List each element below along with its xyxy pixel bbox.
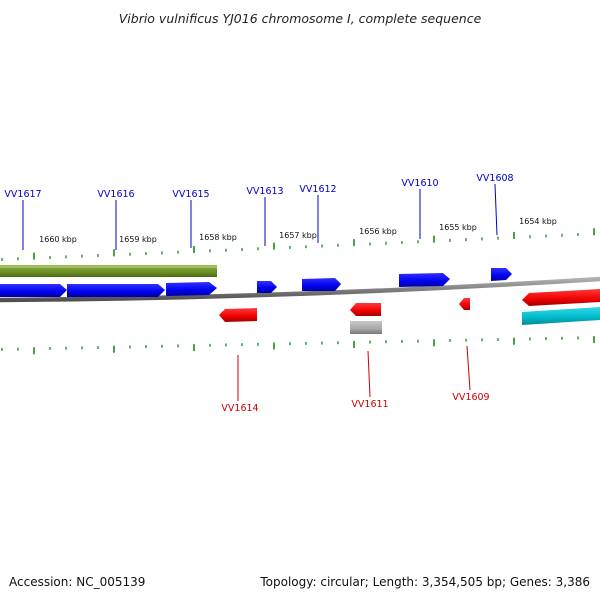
gene-label-VV1608[interactable]: VV1608	[476, 173, 513, 184]
gene-label-VV1614[interactable]: VV1614	[221, 403, 258, 414]
gene-label-VV1613[interactable]: VV1613	[246, 186, 283, 197]
gene-VV1616[interactable]	[67, 284, 165, 297]
gene-VV1612[interactable]	[302, 278, 341, 291]
gene-VV1615[interactable]	[166, 282, 217, 296]
topology-summary: Topology: circular; Length: 3,354,505 bp…	[259, 575, 590, 589]
forward-leader-lines	[22, 183, 498, 250]
ruler-label: 1654 kbp	[519, 217, 557, 226]
ruler-label: 1655 kbp	[439, 223, 477, 232]
gene-VV1613[interactable]	[257, 281, 277, 293]
reverse-leader-lines	[237, 345, 471, 401]
ruler-label: 1659 kbp	[119, 235, 157, 244]
ruler-label: 1656 kbp	[359, 227, 397, 236]
ruler-label: 1657 kbp	[279, 231, 317, 240]
accession-text: Accession: NC_005139	[9, 575, 145, 589]
grey-feature	[350, 321, 382, 334]
gene-VV1617[interactable]	[0, 284, 67, 297]
gene-label-VV1610[interactable]: VV1610	[401, 178, 438, 189]
ruler-label: 1658 kbp	[199, 233, 237, 242]
ruler-label: 1660 kbp	[39, 235, 77, 244]
upper-tick-ruler	[1, 228, 595, 261]
genome-backbone	[0, 276, 600, 303]
olive-feature-highlight	[0, 265, 217, 268]
gene-red-edge[interactable]	[522, 289, 600, 306]
cyan-feature	[522, 307, 600, 325]
reverse-gene-labels: VV1614 VV1611 VV1609	[221, 392, 489, 414]
gene-VV1611[interactable]	[350, 303, 381, 316]
gene-VV1608[interactable]	[491, 268, 512, 281]
gene-VV1614[interactable]	[219, 308, 257, 322]
reverse-genes	[219, 289, 600, 322]
gene-label-VV1612[interactable]: VV1612	[299, 184, 336, 195]
gene-VV1609[interactable]	[459, 298, 470, 310]
map-title: Vibrio vulnificus YJ016 chromosome I, co…	[119, 11, 482, 26]
forward-gene-labels: VV1617 VV1616 VV1615 VV1613 VV1612 VV161…	[4, 173, 513, 200]
forward-genes	[0, 268, 512, 297]
gene-label-VV1616[interactable]: VV1616	[97, 189, 134, 200]
lower-tick-ruler	[1, 336, 595, 355]
gene-label-VV1617[interactable]: VV1617	[4, 189, 41, 200]
gene-VV1610[interactable]	[399, 273, 450, 287]
gene-label-VV1609[interactable]: VV1609	[452, 392, 489, 403]
ruler-labels: 1660 kbp 1659 kbp 1658 kbp 1657 kbp 1656…	[39, 217, 557, 244]
gene-label-VV1615[interactable]: VV1615	[172, 189, 209, 200]
gene-label-VV1611[interactable]: VV1611	[351, 399, 388, 410]
